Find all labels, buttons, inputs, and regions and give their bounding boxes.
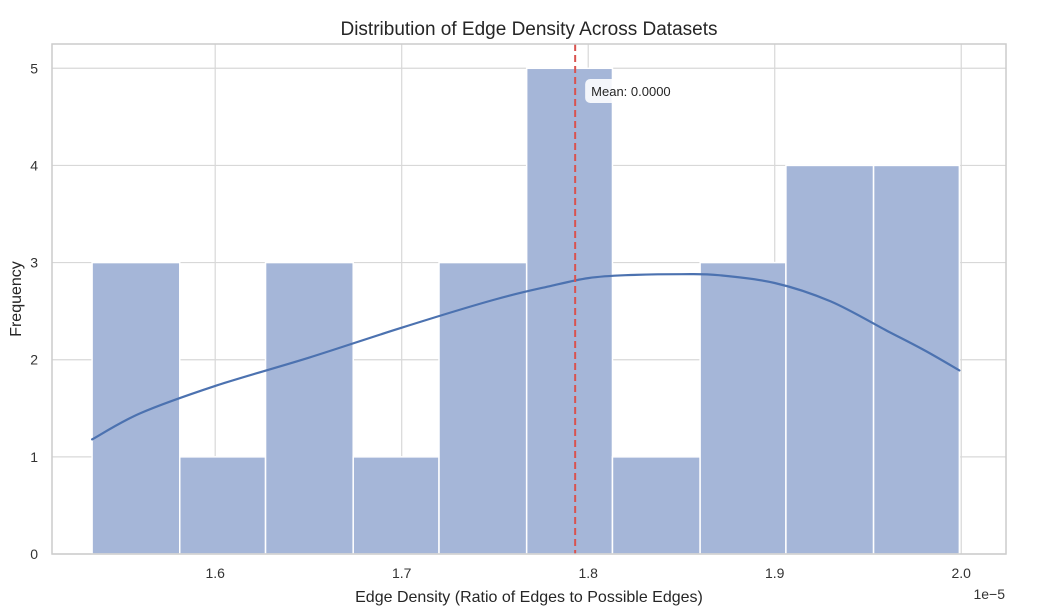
x-axis-offset-label: 1e−5 — [973, 586, 1005, 602]
bar-layer — [91, 67, 961, 555]
histogram-bar — [872, 164, 961, 555]
histogram-bar — [699, 261, 787, 555]
y-tick-label: 3 — [30, 255, 38, 271]
histogram-bar — [525, 67, 614, 555]
x-tick-label: 1.9 — [765, 565, 785, 581]
y-tick-label: 0 — [30, 546, 38, 562]
histogram-bar — [179, 456, 267, 555]
x-tick-label: 1.6 — [205, 565, 225, 581]
mean-label-box — [585, 79, 685, 103]
x-axis-label: Edge Density (Ratio of Edges to Possible… — [355, 589, 703, 606]
histogram-bar — [91, 261, 181, 555]
kde-layer — [91, 273, 961, 441]
mean-layer: Mean: 0.0000 — [574, 44, 685, 554]
y-tick-label: 2 — [30, 352, 38, 368]
y-tick-label: 1 — [30, 449, 38, 465]
histogram-bar — [785, 164, 875, 555]
y-axis-label: Frequency — [8, 261, 25, 337]
y-tick-label: 4 — [30, 157, 38, 173]
plot-frame — [51, 43, 1007, 555]
histogram-bar — [611, 456, 701, 555]
kde-curve — [91, 273, 961, 441]
histogram-bar — [352, 456, 440, 555]
tick-layer: 1.6 1.7 1.8 1.9 2.0 0 1 2 3 4 5 — [30, 60, 971, 581]
y-tick-label: 5 — [30, 60, 38, 76]
x-tick-label: 2.0 — [952, 565, 972, 581]
chart-title: Distribution of Edge Density Across Data… — [340, 19, 717, 40]
histogram-bar — [264, 261, 354, 555]
x-tick-label: 1.7 — [392, 565, 412, 581]
histogram-bar — [438, 261, 528, 555]
x-tick-label: 1.8 — [578, 565, 598, 581]
mean-annotation: Mean: 0.0000 — [591, 84, 671, 99]
